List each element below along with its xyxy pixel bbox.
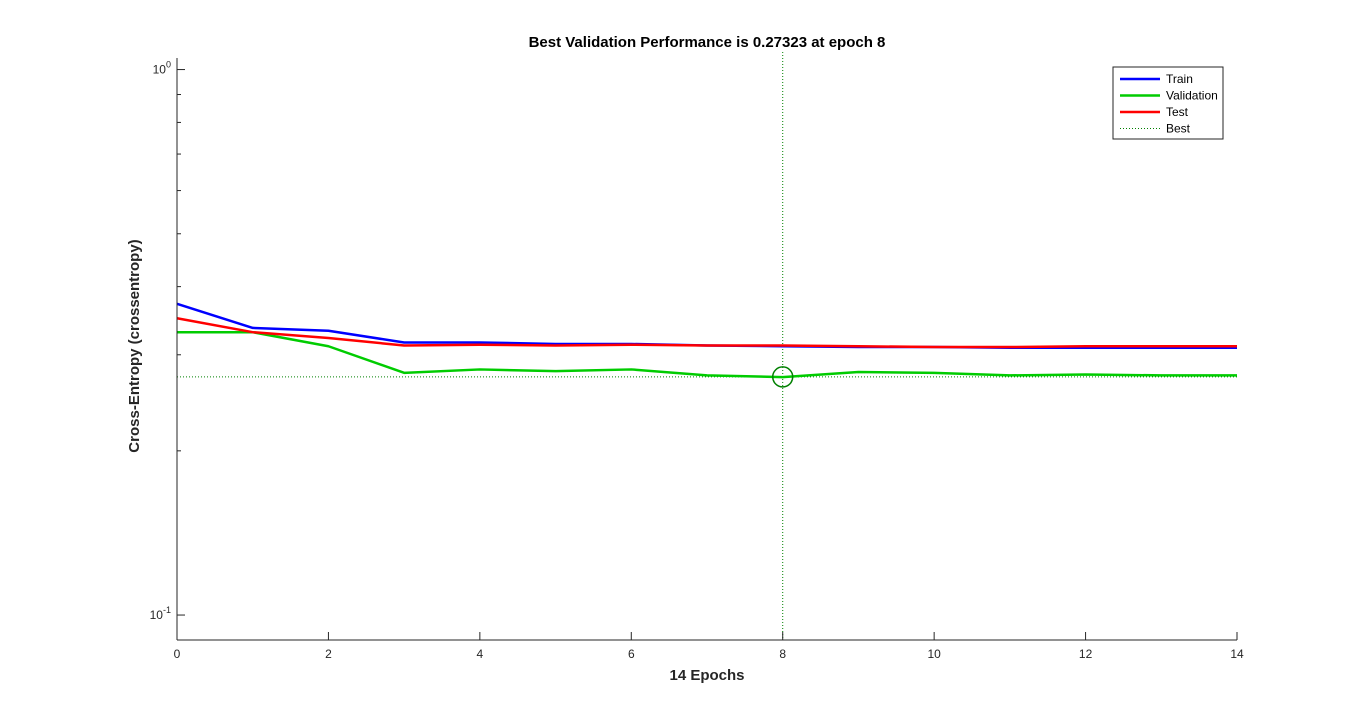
series-line-test [176,317,1237,349]
legend-label-validation: Validation [1166,89,1218,103]
x-tick-label: 12 [1079,647,1093,661]
x-axis-ticks: 0 2 4 6 8 10 12 14 [174,632,1244,661]
x-tick-label: 0 [174,647,181,661]
best-marker [771,366,794,388]
legend: Train Validation Test Best [1112,66,1224,140]
x-tick-label: 14 [1230,647,1244,661]
x-tick-label: 6 [628,647,635,661]
legend-label-train: Train [1166,72,1193,86]
y-tick-base: 10 [150,608,164,622]
x-tick-label: 8 [779,647,786,661]
series-lines [176,302,1237,379]
axes [176,58,1237,641]
x-tick-label: 10 [927,647,941,661]
series-line-validation [177,330,1237,379]
legend-label-test: Test [1166,105,1189,119]
best-marker-group [771,366,794,388]
x-axis-label: 14 Epochs [669,667,744,684]
y-tick-exponent: 0 [166,60,171,70]
y-axis-label: Cross-Entropy (crossentropy) [126,239,143,452]
x-tick-label: 4 [477,647,484,661]
x-tick-label: 2 [325,647,332,661]
legend-label-best: Best [1166,122,1191,136]
y-tick-exponent: -1 [163,605,171,615]
y-tick-label: 10-1 [150,605,171,622]
y-tick-label: 100 [153,60,171,77]
y-tick-base: 10 [153,63,167,77]
chart-title: Best Validation Performance is 0.27323 a… [529,34,886,51]
